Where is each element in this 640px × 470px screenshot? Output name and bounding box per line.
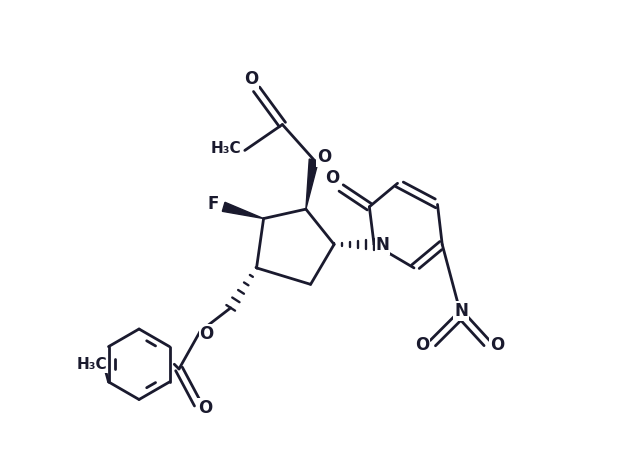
Text: N: N — [454, 302, 468, 320]
Text: O: O — [490, 336, 504, 353]
Polygon shape — [306, 159, 319, 209]
Text: F: F — [207, 196, 219, 213]
Text: H₃C: H₃C — [211, 141, 241, 157]
Text: O: O — [326, 169, 340, 187]
Text: O: O — [198, 399, 212, 417]
Text: O: O — [415, 336, 429, 353]
Polygon shape — [222, 202, 264, 219]
Text: O: O — [244, 70, 258, 88]
Text: H₃C: H₃C — [77, 357, 108, 372]
Text: O: O — [200, 325, 214, 343]
Text: N: N — [376, 236, 390, 254]
Text: O: O — [317, 149, 332, 166]
